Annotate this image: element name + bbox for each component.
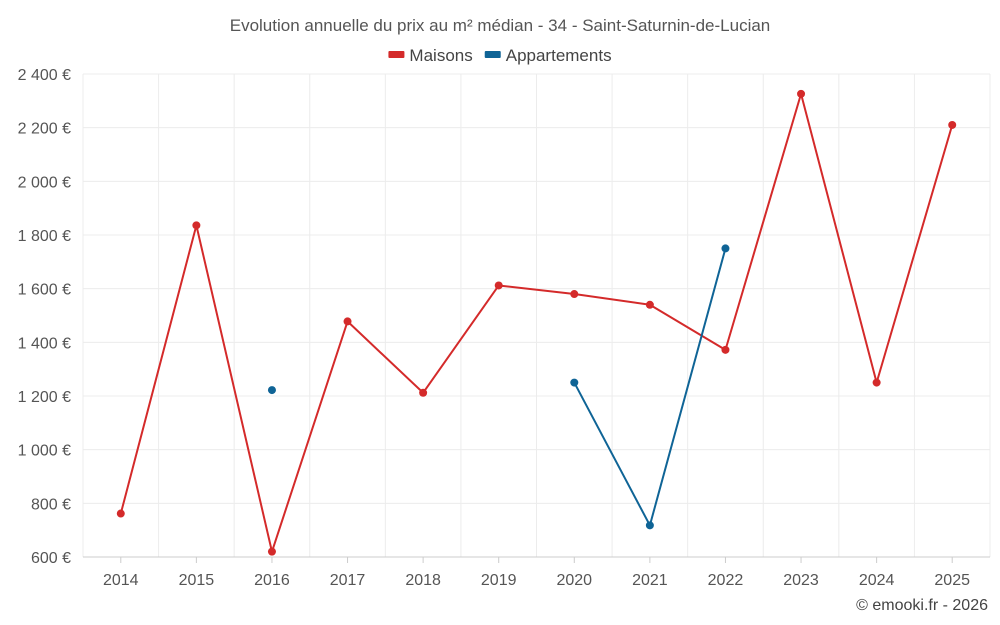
x-tick-label: 2024 — [859, 572, 895, 589]
data-point-maisons — [948, 120, 957, 129]
data-point-maisons — [494, 281, 503, 290]
y-tick-label: 2 200 € — [18, 121, 71, 138]
series-appartements — [267, 244, 730, 530]
y-tick-label: 2 400 € — [18, 67, 71, 84]
data-point-appartements — [645, 521, 654, 530]
grid — [82, 73, 991, 557]
legend-swatch-appartements — [484, 51, 501, 58]
axes: 600 € 800 € 1 000 € 1 200 € 1 400 € 1 600 € 1 … — [18, 67, 990, 589]
x-tick-label: 2023 — [783, 572, 819, 589]
data-point-maisons — [872, 378, 881, 387]
chart-title: Evolution annuelle du prix au m² médian … — [230, 16, 771, 35]
x-tick-label: 2021 — [632, 572, 668, 589]
series-maisons — [116, 89, 957, 556]
data-point-appartements — [721, 244, 730, 253]
legend-item-maisons: Maisons — [388, 46, 473, 65]
data-point-maisons — [116, 509, 125, 518]
legend-label-appartements: Appartements — [506, 46, 612, 65]
y-tick-label: 1 000 € — [18, 443, 71, 460]
y-tick-label: 1 400 € — [18, 335, 71, 352]
x-tick-label: 2025 — [934, 572, 970, 589]
legend-item-appartements: Appartements — [484, 46, 612, 65]
data-point-maisons — [192, 221, 201, 230]
x-tick-label: 2017 — [330, 572, 366, 589]
y-tick-label: 1 600 € — [18, 282, 71, 299]
data-point-maisons — [721, 345, 730, 354]
data-point-appartements — [570, 378, 579, 387]
data-point-maisons — [797, 89, 806, 98]
x-tick-label: 2020 — [556, 572, 592, 589]
credit-text: © emooki.fr - 2026 — [856, 597, 988, 614]
legend-swatch-maisons — [388, 51, 405, 58]
x-tick-label: 2019 — [481, 572, 517, 589]
data-point-maisons — [419, 388, 428, 397]
y-tick-label: 1 800 € — [18, 228, 71, 245]
x-tick-label: 2015 — [179, 572, 215, 589]
data-point-maisons — [343, 317, 352, 326]
x-tick-label: 2022 — [708, 572, 744, 589]
data-point-maisons — [645, 300, 654, 309]
y-tick-label: 800 € — [31, 496, 71, 513]
y-tick-label: 1 200 € — [18, 389, 71, 406]
data-point-appartements — [267, 386, 276, 395]
x-tick-label: 2018 — [405, 572, 441, 589]
x-tick-label: 2016 — [254, 572, 290, 589]
data-point-maisons — [570, 290, 579, 299]
legend: Maisons Appartements — [388, 46, 612, 65]
y-tick-label: 600 € — [31, 550, 71, 567]
x-tick-label: 2014 — [103, 572, 139, 589]
series-line-appartements — [573, 248, 727, 527]
legend-label-maisons: Maisons — [409, 46, 472, 65]
data-point-maisons — [267, 547, 276, 556]
series-line-maisons — [119, 92, 954, 553]
y-tick-label: 2 000 € — [18, 174, 71, 191]
series-layer — [116, 89, 957, 556]
